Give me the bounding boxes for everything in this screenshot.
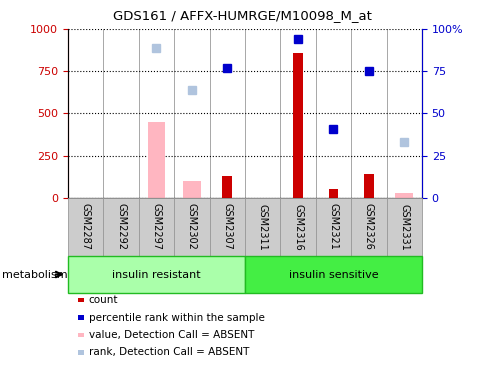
Bar [147, 122, 165, 198]
Text: GSM2311: GSM2311 [257, 203, 267, 250]
Text: GSM2326: GSM2326 [363, 203, 373, 250]
Text: percentile rank within the sample: percentile rank within the sample [89, 313, 264, 322]
Text: GSM2302: GSM2302 [186, 203, 197, 250]
Text: GDS161 / AFFX-HUMRGE/M10098_M_at: GDS161 / AFFX-HUMRGE/M10098_M_at [113, 9, 371, 22]
Text: value, Detection Call = ABSENT: value, Detection Call = ABSENT [89, 330, 254, 340]
Bar [394, 193, 412, 198]
Text: GSM2316: GSM2316 [292, 203, 302, 250]
Text: GSM2287: GSM2287 [80, 203, 91, 250]
Text: count: count [89, 295, 118, 305]
Text: GSM2331: GSM2331 [398, 203, 408, 250]
Bar [222, 176, 232, 198]
Bar [328, 189, 338, 198]
Text: GSM2307: GSM2307 [222, 203, 232, 250]
Text: insulin resistant: insulin resistant [112, 269, 200, 280]
Text: rank, Detection Call = ABSENT: rank, Detection Call = ABSENT [89, 347, 249, 357]
Bar [363, 174, 373, 198]
Text: GSM2292: GSM2292 [116, 203, 126, 250]
Text: metabolism: metabolism [2, 269, 68, 280]
Text: insulin sensitive: insulin sensitive [288, 269, 378, 280]
Bar [182, 181, 200, 198]
Bar [292, 53, 302, 198]
Text: GSM2321: GSM2321 [328, 203, 338, 250]
Text: GSM2297: GSM2297 [151, 203, 161, 250]
